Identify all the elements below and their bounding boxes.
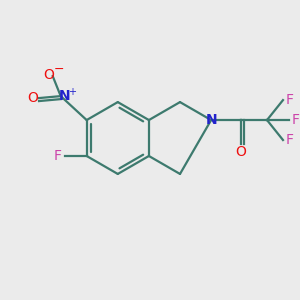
Text: F: F: [54, 149, 62, 163]
Text: O: O: [27, 91, 38, 105]
Text: N: N: [59, 89, 70, 103]
Text: F: F: [286, 133, 294, 147]
Text: N: N: [205, 113, 217, 127]
Text: +: +: [68, 87, 76, 97]
Text: O: O: [236, 145, 247, 159]
Text: F: F: [286, 93, 294, 107]
Text: O: O: [43, 68, 54, 82]
Text: −: −: [53, 63, 64, 76]
Text: F: F: [292, 113, 300, 127]
